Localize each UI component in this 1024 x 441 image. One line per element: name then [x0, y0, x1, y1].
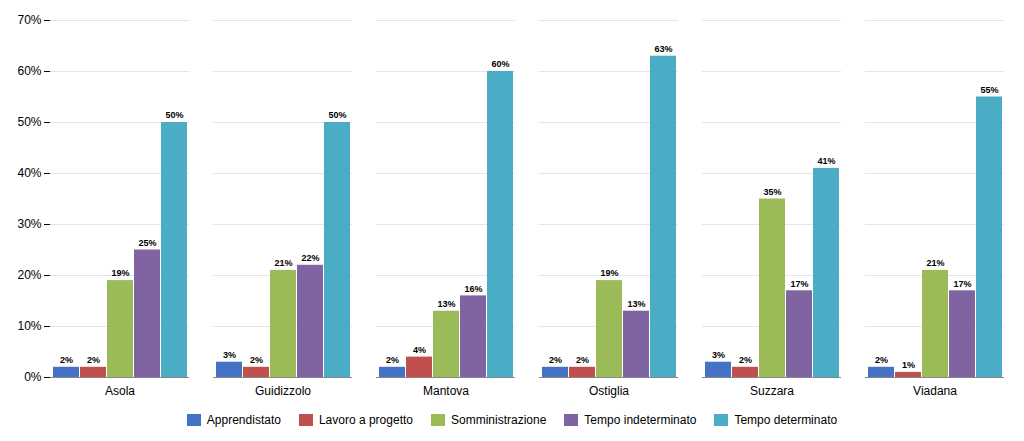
- svg-text:Mantova: Mantova: [423, 384, 469, 398]
- svg-text:2%: 2%: [875, 355, 888, 365]
- html-text:Tempo determinato: Tempo determinato: [734, 413, 838, 427]
- svg-text:2%: 2%: [87, 355, 100, 365]
- svg-text:3%: 3%: [223, 350, 236, 360]
- svg-text:Suzzara: Suzzara: [750, 384, 794, 398]
- svg-text:35%: 35%: [763, 187, 781, 197]
- svg-text:4%: 4%: [413, 345, 426, 355]
- svg-text:13%: 13%: [437, 299, 455, 309]
- svg-text:55%: 55%: [980, 85, 998, 95]
- svg-text:17%: 17%: [953, 279, 971, 289]
- svg-text:10%: 10%: [17, 319, 41, 333]
- svg-text:Asola: Asola: [105, 384, 135, 398]
- svg-text:50%: 50%: [328, 110, 346, 120]
- html-text:Somministrazione: Somministrazione: [451, 413, 547, 427]
- svg-text:22%: 22%: [301, 253, 319, 263]
- svg-text:41%: 41%: [817, 156, 835, 166]
- svg-text:40%: 40%: [17, 166, 41, 180]
- html-text:Apprendistato: Apprendistato: [206, 413, 281, 427]
- svg-text:20%: 20%: [17, 268, 41, 282]
- svg-text:13%: 13%: [627, 299, 645, 309]
- svg-text:2%: 2%: [60, 355, 73, 365]
- svg-text:16%: 16%: [464, 284, 482, 294]
- svg-text:60%: 60%: [491, 59, 509, 69]
- html-text:Lavoro a progetto: Lavoro a progetto: [318, 413, 413, 427]
- svg-text:19%: 19%: [600, 268, 618, 278]
- svg-text:19%: 19%: [111, 268, 129, 278]
- svg-text:50%: 50%: [165, 110, 183, 120]
- svg-text:21%: 21%: [926, 258, 944, 268]
- svg-text:25%: 25%: [138, 238, 156, 248]
- svg-text:63%: 63%: [654, 44, 672, 54]
- html-text:Tempo indeterminato: Tempo indeterminato: [584, 413, 697, 427]
- svg-text:2%: 2%: [739, 355, 752, 365]
- svg-text:60%: 60%: [17, 64, 41, 78]
- svg-text:50%: 50%: [17, 115, 41, 129]
- svg-text:Guidizzolo: Guidizzolo: [255, 384, 311, 398]
- svg-text:Ostiglia: Ostiglia: [589, 384, 629, 398]
- svg-text:1%: 1%: [902, 360, 915, 370]
- svg-text:2%: 2%: [549, 355, 562, 365]
- svg-text:70%: 70%: [17, 13, 41, 27]
- svg-text:21%: 21%: [274, 258, 292, 268]
- svg-text:2%: 2%: [386, 355, 399, 365]
- svg-text:3%: 3%: [712, 350, 725, 360]
- svg-text:2%: 2%: [576, 355, 589, 365]
- svg-text:0%: 0%: [24, 370, 42, 384]
- svg-text:30%: 30%: [17, 217, 41, 231]
- svg-text:Viadana: Viadana: [913, 384, 957, 398]
- svg-text:17%: 17%: [790, 279, 808, 289]
- svg-text:2%: 2%: [250, 355, 263, 365]
